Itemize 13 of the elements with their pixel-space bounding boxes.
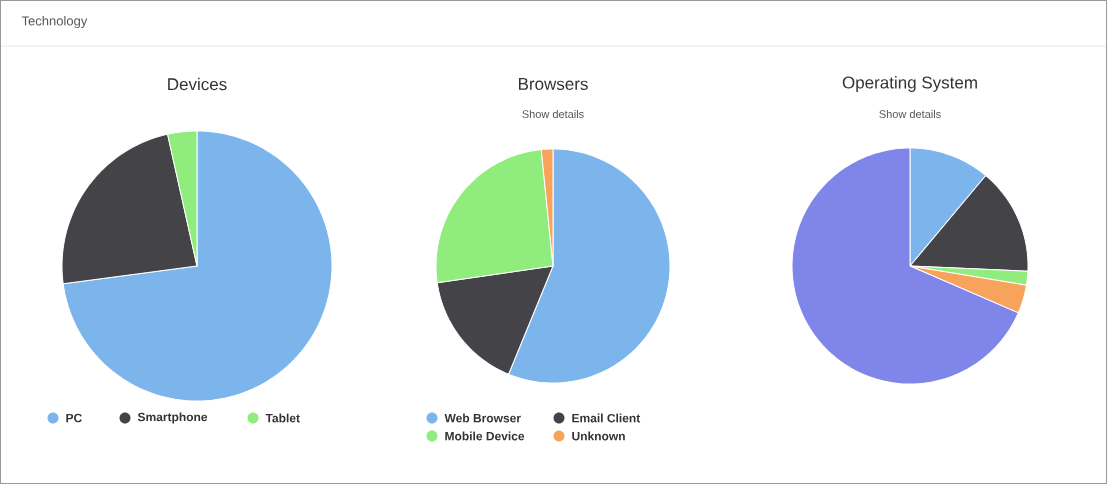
chart-subtitle: Show details bbox=[879, 109, 941, 119]
text: Technology bbox=[21, 15, 88, 29]
chart-title: Operating System bbox=[842, 76, 977, 92]
legend-label: PC bbox=[66, 413, 82, 423]
chart-title: Browsers bbox=[518, 78, 588, 90]
chart-subtitle: Show details bbox=[522, 109, 584, 119]
chart-title: Devices bbox=[168, 77, 227, 91]
legend-label: Web Browser bbox=[444, 413, 521, 423]
legend-label: Smartphone bbox=[137, 412, 208, 424]
legend-label: Mobile Device bbox=[445, 431, 525, 441]
legend-label: Tablet bbox=[265, 413, 300, 423]
legend-label: Unknown bbox=[572, 431, 625, 441]
legend-label: Email Client bbox=[572, 413, 641, 423]
